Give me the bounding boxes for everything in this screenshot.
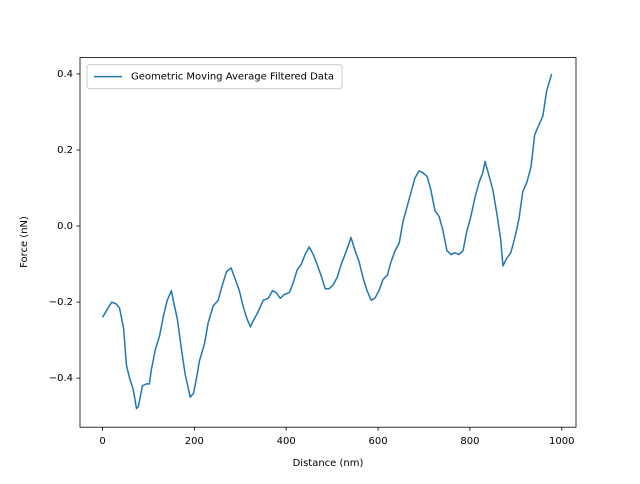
x-tick-label: 600: [369, 436, 388, 447]
y-tick-label: 0.4: [57, 69, 73, 80]
y-tick-label: −0.4: [49, 373, 73, 384]
legend-box: [86, 64, 343, 90]
x-tick-label: 200: [185, 436, 204, 447]
axes-frame: [79, 57, 577, 428]
x-axis-label: Distance (nm): [293, 458, 364, 469]
legend-label: Geometric Moving Average Filtered Data: [131, 72, 334, 83]
x-tick-label: 800: [460, 436, 479, 447]
y-tick-label: 0.2: [57, 145, 73, 156]
data-line: [101, 73, 553, 410]
x-tick-label: 400: [277, 436, 296, 447]
y-tick-label: −0.2: [49, 297, 73, 308]
x-tick-label: 1000: [549, 436, 574, 447]
y-axis-label: Force (nN): [19, 216, 30, 268]
y-tick-label: 0.0: [57, 221, 73, 232]
x-tick-label: 0: [99, 436, 105, 447]
